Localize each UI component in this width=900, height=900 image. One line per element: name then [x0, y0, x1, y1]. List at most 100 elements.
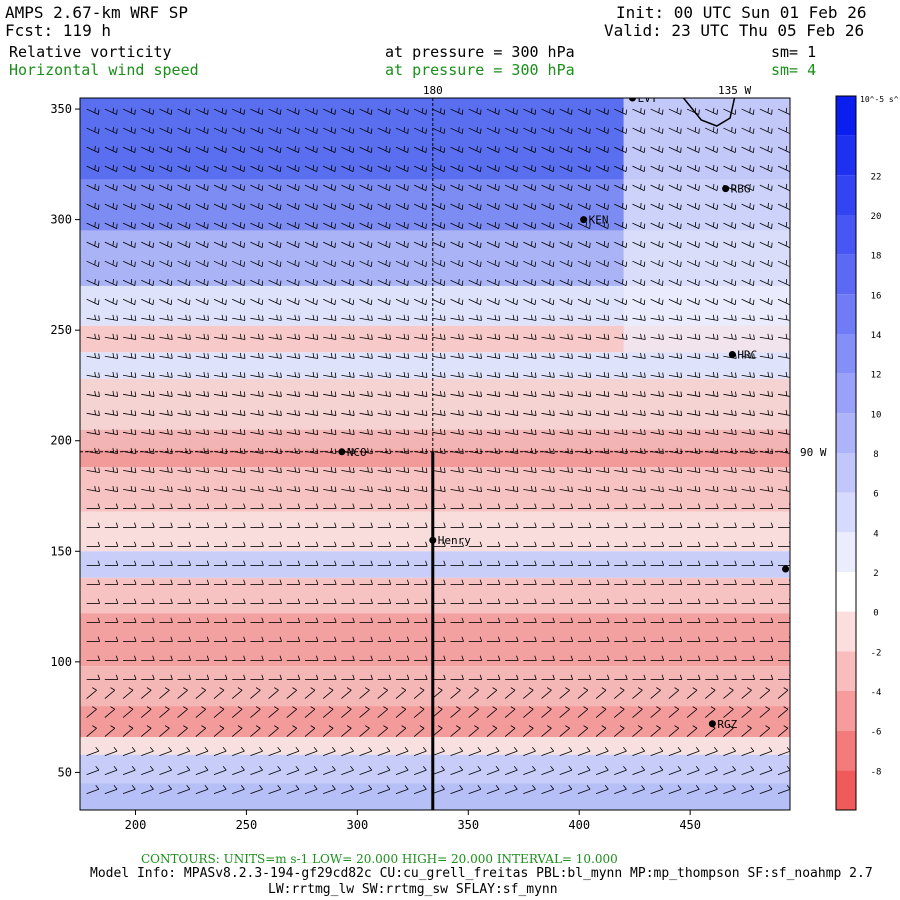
wind-barb — [595, 221, 609, 230]
wind-barb-flag — [589, 166, 591, 172]
wind-barb-shaft — [86, 298, 99, 306]
wind-barb-flag — [130, 409, 133, 415]
wind-barb-flag — [494, 314, 497, 320]
wind-barb-flag — [644, 429, 646, 435]
wind-barb — [650, 636, 665, 642]
wind-barb-flag — [607, 353, 610, 359]
wind-barb-shaft — [268, 108, 281, 115]
wind-barb-flag — [294, 298, 296, 304]
wind-barb-shaft — [323, 222, 336, 230]
wind-barb — [686, 278, 700, 287]
wind-barb — [341, 636, 355, 642]
wind-barb-flag — [643, 166, 646, 172]
wind-barb-shaft — [268, 260, 281, 268]
wind-barb — [559, 485, 573, 493]
wind-barb-shaft — [213, 393, 227, 397]
wind-barb-shaft — [232, 393, 246, 397]
wind-barb-flag — [567, 221, 569, 227]
wind-barb-flag — [167, 371, 169, 377]
wind-barb-flag — [298, 261, 300, 267]
wind-barb-flag — [334, 448, 337, 454]
wind-barb-flag — [680, 448, 683, 454]
wind-barb-flag — [407, 109, 409, 115]
wind-barb — [687, 541, 701, 547]
wind-barb — [595, 725, 607, 737]
wind-barb-flag — [643, 147, 646, 153]
wind-barb-flag — [625, 617, 628, 623]
wind-barb-flag — [334, 353, 337, 359]
wind-barb — [668, 655, 683, 661]
wind-barb — [141, 371, 155, 378]
wind-barb-flag — [732, 747, 736, 752]
wind-barb-shaft — [559, 146, 572, 153]
wind-barb-flag — [353, 353, 355, 359]
wind-barb — [650, 333, 664, 340]
wind-barb — [486, 466, 501, 474]
wind-barb-flag — [731, 333, 733, 339]
wind-barb-flag — [294, 221, 296, 227]
wind-barb-flag — [498, 109, 500, 115]
wind-barb-flag — [276, 428, 278, 434]
wind-barb-flag — [406, 617, 410, 623]
wind-barb-flag — [680, 204, 682, 210]
wind-barb-flag — [767, 428, 770, 434]
wind-barb-flag — [480, 128, 482, 134]
wind-barb-shaft — [777, 146, 790, 153]
wind-barb-flag — [676, 371, 679, 377]
wind-barb-flag — [625, 486, 628, 492]
wind-barb-flag — [98, 391, 100, 397]
wind-barb — [468, 706, 479, 718]
wind-barb-flag — [334, 617, 337, 623]
wind-barb-flag — [276, 314, 278, 320]
wind-barb — [686, 126, 700, 134]
wind-barb-flag — [167, 447, 169, 453]
wind-barb — [195, 598, 210, 604]
wind-barb — [413, 687, 425, 699]
wind-barb — [541, 352, 555, 359]
wind-barb-flag — [785, 371, 788, 377]
wind-barb-shaft — [705, 750, 718, 756]
wind-barb-flag — [735, 448, 737, 454]
wind-barb — [104, 747, 118, 756]
wind-barb-shaft — [777, 298, 790, 306]
wind-barb — [596, 636, 610, 642]
wind-barb-flag — [603, 390, 606, 396]
wind-barb-flag — [565, 706, 570, 710]
wind-barb-shaft — [395, 393, 409, 397]
wind-barb — [250, 598, 264, 604]
wind-barb-flag — [640, 409, 642, 415]
wind-barb — [122, 409, 137, 416]
wind-barb-flag — [315, 617, 319, 623]
wind-barb-flag — [98, 372, 100, 378]
wind-barb-shaft — [541, 260, 554, 268]
wind-barb-flag — [170, 579, 173, 585]
wind-barb-flag — [494, 466, 497, 472]
wind-barb-flag — [458, 183, 460, 189]
wind-barb — [759, 145, 773, 153]
wind-barb-shaft — [195, 165, 208, 172]
wind-barb — [632, 522, 646, 528]
wind-barb-flag — [589, 204, 591, 210]
wind-barb — [286, 333, 300, 340]
wind-barb — [559, 725, 570, 737]
wind-barb — [505, 390, 519, 397]
wind-barb-shaft — [705, 374, 719, 378]
wind-barb-flag — [643, 280, 646, 286]
wind-barb-shaft — [268, 127, 281, 134]
wind-barb-flag — [694, 202, 697, 208]
wind-barb — [359, 466, 373, 474]
wind-barb — [668, 598, 683, 604]
wind-barb-flag — [315, 655, 319, 661]
wind-barb-flag — [148, 240, 151, 247]
wind-barb-shaft — [577, 108, 590, 115]
wind-barb-flag — [243, 223, 245, 229]
wind-barb — [104, 314, 119, 321]
wind-barb-flag — [658, 333, 660, 339]
wind-barb-flag — [261, 280, 264, 286]
wind-barb-shaft — [177, 146, 190, 153]
wind-barb-flag — [189, 429, 191, 435]
wind-barb-shaft — [250, 374, 264, 378]
wind-barb-flag — [692, 725, 698, 729]
wind-barb — [632, 333, 646, 340]
wind-barb — [86, 466, 100, 474]
